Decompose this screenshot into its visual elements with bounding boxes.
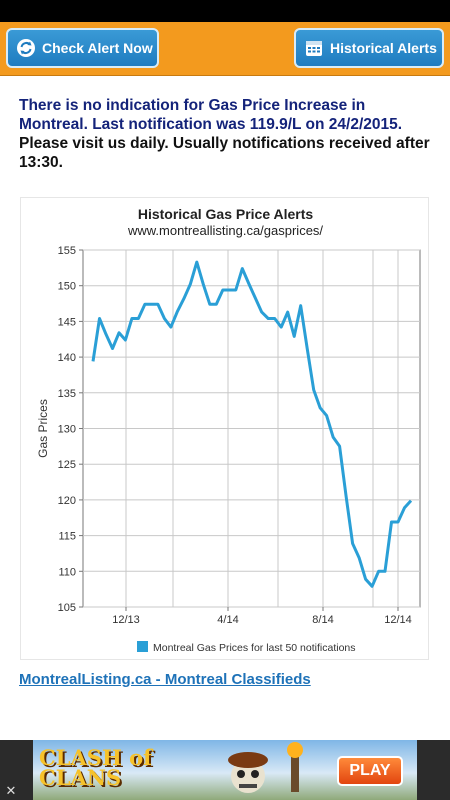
y-tick-label: 120 <box>58 495 76 507</box>
y-tick-label: 130 <box>58 424 76 436</box>
alert-status-text: There is no indication for Gas Price Inc… <box>19 97 403 133</box>
y-tick-label: 115 <box>58 531 76 543</box>
status-bar <box>0 0 450 22</box>
chart-subtitle: www.montreallisting.ca/gasprices/ <box>127 223 324 238</box>
x-tick-label: 8/14 <box>312 614 333 626</box>
y-tick-label: 135 <box>58 388 76 400</box>
y-tick-label: 145 <box>58 316 76 328</box>
x-tick-label: 4/14 <box>217 614 238 626</box>
y-tick-label: 140 <box>58 352 76 364</box>
ad-character-illustration <box>228 742 303 793</box>
y-tick-label: 125 <box>58 459 76 471</box>
check-alert-now-button[interactable]: Check Alert Now <box>6 28 159 68</box>
ad-close-button[interactable]: ✕ <box>5 783 17 798</box>
ad-play-button[interactable]: PLAY <box>337 756 403 786</box>
x-tick-label: 12/13 <box>112 614 140 626</box>
check-alert-now-label: Check Alert Now <box>42 40 153 56</box>
visit-reminder-text: Please visit us daily. Usually notificat… <box>19 135 430 171</box>
ad-brand-logo: CLASH of CLANS <box>39 745 153 790</box>
historical-alerts-button[interactable]: Historical Alerts <box>294 28 444 68</box>
calendar-icon <box>304 38 324 58</box>
x-tick-label: 12/14 <box>384 614 412 626</box>
montreal-classifieds-link[interactable]: MontrealListing.ca - Montreal Classified… <box>19 671 311 688</box>
y-tick-label: 150 <box>58 281 76 293</box>
y-tick-label: 105 <box>58 602 76 614</box>
gas-price-chart: Historical Gas Price Alerts www.montreal… <box>20 197 429 660</box>
series-line <box>91 260 413 588</box>
toolbar: Check Alert Now Historical Alerts <box>0 22 450 76</box>
alert-notice: There is no indication for Gas Price Inc… <box>19 96 434 172</box>
refresh-icon <box>16 38 36 58</box>
y-tick-label: 155 <box>58 245 76 257</box>
historical-alerts-label: Historical Alerts <box>330 40 437 56</box>
chart-plot: 105 110 115 120 125 130 135 140 145 150 155 12/13 4/… <box>36 245 421 654</box>
legend-label: Montreal Gas Prices for last 50 notifica… <box>153 642 356 654</box>
y-axis-label: Gas Prices <box>36 399 50 458</box>
legend-swatch <box>137 641 148 652</box>
ad-artwork[interactable]: CLASH of CLANS PLAY <box>33 740 417 800</box>
chart-title: Historical Gas Price Alerts <box>137 206 314 222</box>
y-tick-label: 110 <box>58 566 76 578</box>
